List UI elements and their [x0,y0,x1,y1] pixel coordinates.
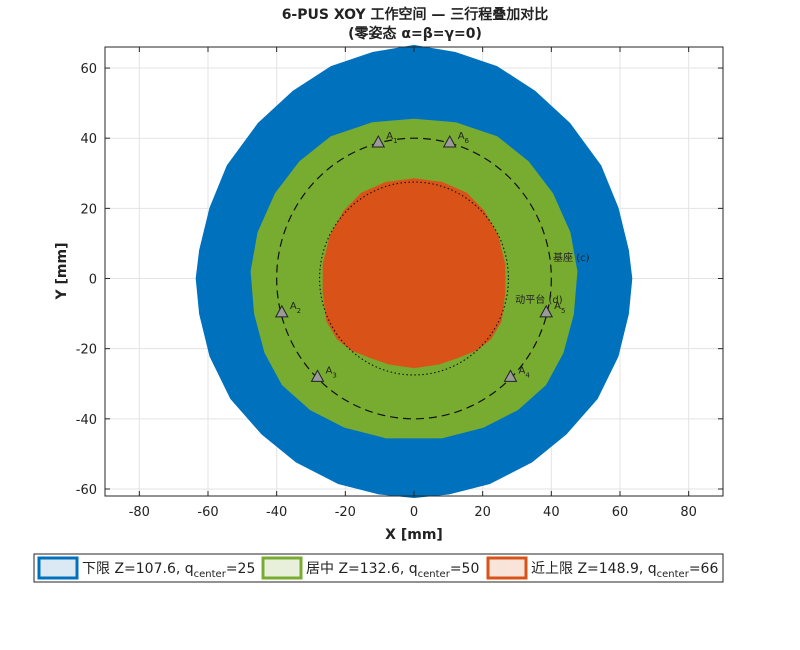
anchor-marker [539,304,554,318]
y-tick-label: 40 [80,132,97,147]
x-tick-label: -80 [129,505,150,520]
anchor-label-subscript: 3 [332,371,336,379]
anchor-marker [274,304,289,318]
anchor-points: A1 A6 A2 A5 A3 A4 [274,131,565,382]
legend-label-suffix: =50 [450,561,480,577]
workspace-regions [195,45,633,498]
legend-swatch [37,556,79,580]
workspace-region-3 [322,178,506,369]
anchor-label: A5 [554,301,565,315]
y-tick-label: -40 [76,413,97,428]
legend-label-suffix: =66 [689,561,719,577]
x-tick-label: -20 [335,505,356,520]
x-tick-label: -60 [197,505,218,520]
legend-box [33,553,724,583]
y-tick-label: -20 [76,343,97,358]
platform-circle-label: 动平台 (d) [515,293,562,306]
x-tick-label: -40 [266,505,287,520]
x-tick-label: 80 [680,505,697,520]
legend-swatch [486,556,528,580]
anchor-marker [371,135,386,148]
y-tick-label: -60 [76,483,97,498]
legend-label-suffix: =25 [226,561,256,577]
legend: 下限 Z=107.6, qcenter=25 居中 Z=132.6, qcente… [37,556,719,580]
y-axis-label: Y [mm] [54,243,70,301]
anchor-label-subscript: 5 [561,307,565,315]
anchor-label: A6 [458,131,470,145]
legend-swatch [261,556,303,580]
anchor-marker [503,369,518,382]
anchor-label: A4 [518,365,530,379]
legend-label-subscript: center [418,569,451,580]
legend-label-subscript: center [657,569,690,580]
x-axis-label: X [mm] [385,527,443,543]
chart-subtitle: (零姿态 α=β=γ=0) [348,25,482,42]
base-circle [276,137,552,420]
y-tick-label: 60 [80,62,97,77]
y-tick-label: 20 [80,202,97,217]
anchor-marker [310,369,325,382]
platform-circle [319,181,509,376]
anchor-label-subscript: 6 [465,137,470,145]
reference-circles: 基座 (c) 动平台 (d) [276,137,590,420]
anchor-label: A3 [326,365,337,379]
y-tick-label: 0 [89,273,97,288]
chart-title: 6-PUS XOY 工作空间 — 三行程叠加对比 [282,6,549,23]
anchor-label: A1 [386,131,397,145]
x-tick-label: 60 [612,505,629,520]
anchor-label-subscript: 4 [525,371,530,379]
x-tick-label: 0 [410,505,418,520]
anchor-marker [442,135,457,148]
anchor-label-subscript: 2 [297,307,301,315]
x-tick-label: 20 [474,505,491,520]
anchor-label: A2 [290,301,301,315]
base-circle-label: 基座 (c) [553,251,590,264]
axis-ticks: -80 -60 -40 -20 0 20 40 60 80 -60 -40 -20 0 20 40 60 [76,47,723,520]
anchor-label-subscript: 1 [393,137,397,145]
x-tick-label: 40 [543,505,560,520]
legend-label-subscript: center [194,569,227,580]
